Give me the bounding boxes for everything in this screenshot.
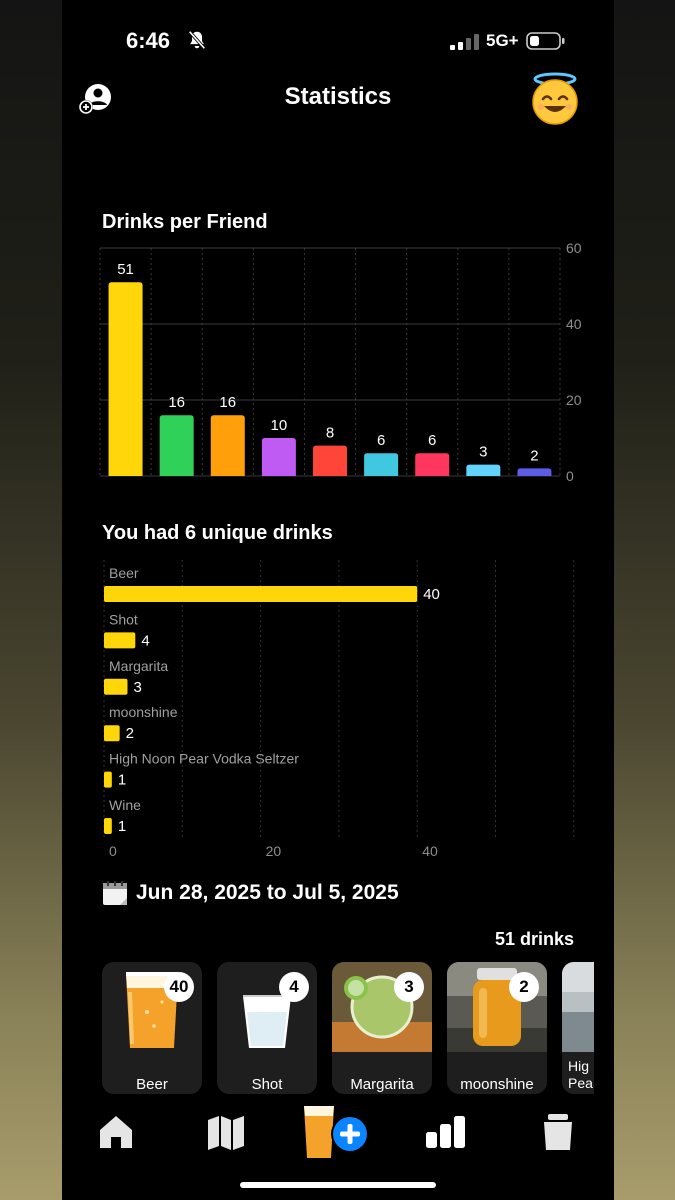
bar-value-label: 8 — [326, 425, 334, 442]
home-indicator[interactable] — [240, 1182, 436, 1188]
bar — [108, 282, 143, 476]
nav-header: Statistics — [62, 70, 614, 126]
tab-cup[interactable] — [536, 1110, 580, 1154]
bar — [364, 453, 399, 476]
tile-label: Margarita — [350, 1076, 414, 1093]
status-time: 6:46 — [126, 28, 171, 53]
add-friend-icon[interactable] — [78, 83, 112, 115]
tile-label: Shot — [251, 1076, 283, 1093]
tile-count-badge: 3 — [394, 972, 424, 1002]
tile-label: Hig Pea — [568, 1058, 593, 1091]
unique-drinks-title: You had 6 unique drinks — [102, 522, 333, 544]
drink-category-label: moonshine — [109, 704, 178, 720]
drink-tile-beer[interactable]: 40 Beer — [102, 962, 202, 1094]
seltzer-photo-icon — [562, 962, 594, 1052]
moonshine-jar-photo-icon — [447, 962, 547, 1052]
bar — [517, 468, 552, 476]
page-title: Statistics — [284, 83, 392, 110]
y-tick-label: 40 — [566, 316, 582, 332]
bar — [159, 415, 194, 476]
drink-tile-margarita[interactable]: 3 Margarita — [332, 962, 432, 1094]
app-screen: 6:46 5G+ Statistics — [62, 0, 614, 1200]
status-bar: 6:46 5G+ — [62, 24, 614, 58]
drink-category-label: Shot — [109, 611, 138, 627]
tab-bar — [62, 1098, 614, 1168]
drink-category-label: Wine — [109, 797, 141, 813]
bar — [104, 586, 418, 602]
drink-category-label: Margarita — [109, 658, 168, 674]
tab-statistics[interactable] — [424, 1110, 468, 1154]
drink-category-label: Beer — [109, 565, 139, 581]
tile-label: moonshine — [460, 1076, 534, 1093]
drink-category-label: High Noon Pear Vodka Seltzer — [109, 751, 299, 767]
tab-map[interactable] — [204, 1110, 248, 1154]
drink-tile-high-noon[interactable]: Hig Pea — [562, 962, 594, 1094]
y-tick-label: 0 — [566, 468, 574, 484]
x-tick-label: 20 — [266, 843, 282, 859]
drink-tile-moonshine[interactable]: 2 moonshine — [447, 962, 547, 1094]
stats-icon — [426, 1116, 465, 1148]
cup-icon — [544, 1114, 572, 1150]
bar — [104, 725, 120, 742]
bar — [104, 632, 136, 649]
date-range: Jun 28, 2025 to Jul 5, 2025 — [136, 881, 399, 904]
bar-value-label: 1 — [118, 772, 126, 789]
bar — [466, 464, 501, 476]
drink-tile-shot[interactable]: 4 Shot — [217, 962, 317, 1094]
map-icon — [208, 1116, 244, 1150]
tile-label: Beer — [136, 1076, 168, 1093]
bar — [261, 438, 296, 476]
add-drink-icon — [304, 1106, 369, 1158]
bar — [104, 678, 128, 695]
signal-icon — [450, 34, 479, 50]
bar-value-label: 2 — [530, 447, 538, 464]
home-icon — [100, 1116, 132, 1148]
bar — [210, 415, 245, 476]
tile-count-badge: 2 — [509, 972, 539, 1002]
bar-value-label: 1 — [118, 818, 126, 835]
bar-value-label: 4 — [141, 632, 149, 649]
drink-tiles-carousel[interactable]: 40 Beer 4 Shot 3 Margar — [102, 962, 594, 1094]
tile-count-badge: 40 — [164, 972, 194, 1002]
x-tick-label: 0 — [109, 843, 117, 859]
calendar-icon — [103, 881, 127, 905]
bar-value-label: 40 — [423, 586, 440, 603]
bar — [415, 453, 450, 476]
bar — [104, 818, 112, 834]
bar-value-label: 2 — [126, 725, 134, 742]
bar-value-label: 6 — [377, 432, 385, 449]
network-type: 5G+ — [486, 31, 519, 50]
tab-home[interactable] — [94, 1110, 138, 1154]
y-tick-label: 20 — [566, 392, 582, 408]
bar — [313, 445, 347, 476]
friends-chart-title: Drinks per Friend — [102, 211, 268, 233]
bar-value-label: 6 — [428, 432, 436, 449]
x-tick-label: 40 — [422, 843, 438, 859]
bar-value-label: 3 — [133, 679, 141, 696]
tile-count-badge: 4 — [279, 972, 309, 1002]
silent-mode-icon — [188, 30, 206, 50]
y-tick-label: 60 — [566, 240, 582, 256]
bar-value-label: 10 — [271, 417, 288, 434]
tab-add-drink[interactable] — [300, 1102, 372, 1160]
bar — [104, 771, 112, 788]
bar-value-label: 16 — [219, 394, 236, 411]
bar-value-label: 16 — [168, 394, 185, 411]
total-drinks: 51 drinks — [494, 929, 574, 949]
battery-icon — [526, 32, 565, 50]
drinks-per-friend-chart: 0 20 40 60 51 16 16 10 8 6 6 3 2 — [99, 240, 582, 484]
bar-value-label: 51 — [117, 261, 134, 278]
angel-emoji-avatar[interactable] — [528, 72, 582, 126]
bar-value-label: 3 — [479, 444, 487, 461]
